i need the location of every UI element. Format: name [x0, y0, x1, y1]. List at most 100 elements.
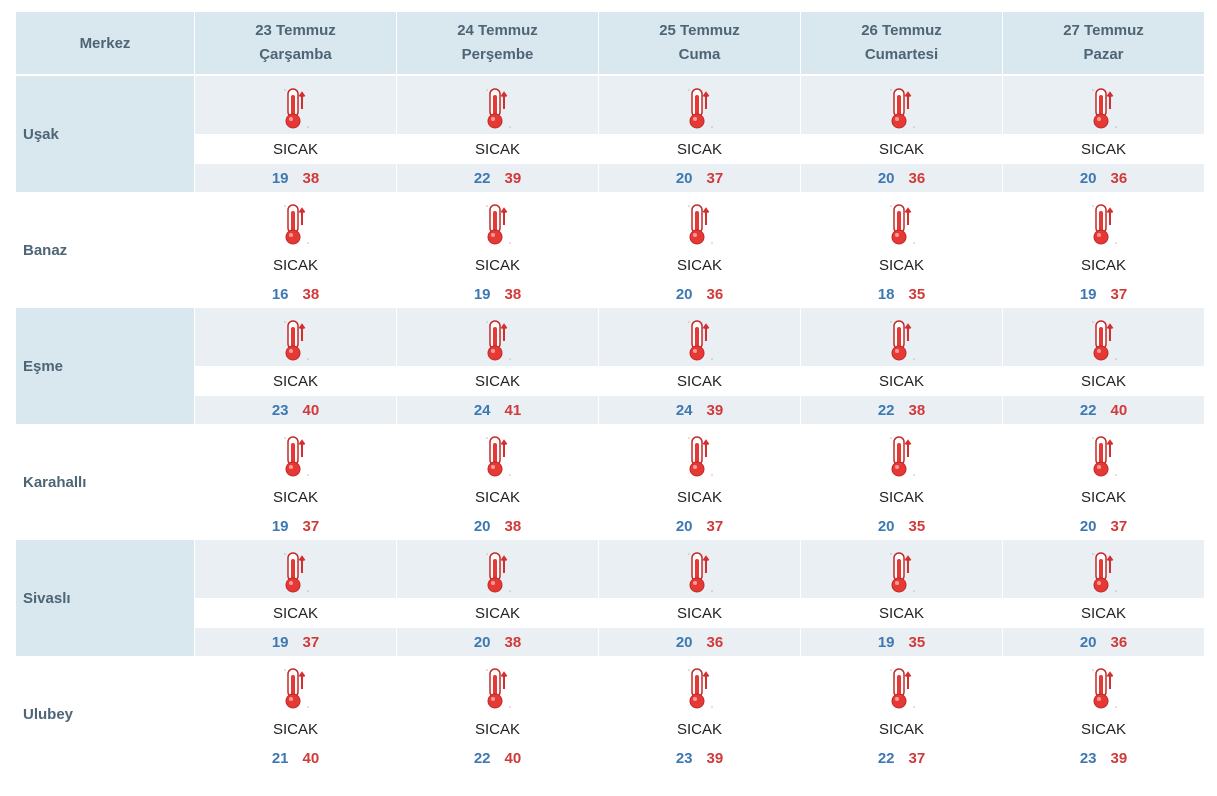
thermometer-hot-icon [283, 320, 309, 361]
min-temperature: 24 [473, 401, 491, 419]
condition-text: SICAK [195, 250, 397, 280]
condition-text: SICAK [801, 366, 1003, 396]
weather-icon-cell [195, 308, 397, 366]
header-gap [16, 74, 1204, 76]
icon-row: Sivaslı [16, 540, 1204, 656]
temperature-cell: 23 40 [195, 396, 397, 424]
condition-row: SICAK SICAK SICAK SICAK SICAK [16, 366, 1204, 396]
weather-icon-cell [1003, 76, 1204, 134]
location-group: Sivaslı SICAK SICAK SICAK SICAK SICAK 19 37 20 38… [16, 540, 1204, 656]
thermometer-hot-icon [889, 320, 915, 361]
temperature-cell: 19 37 [1003, 280, 1204, 308]
max-temperature: 35 [908, 633, 926, 651]
condition-text: SICAK [397, 250, 599, 280]
thermometer-hot-icon [1091, 668, 1117, 709]
weather-icon-cell [1003, 192, 1204, 250]
temperature-cell: 19 35 [801, 628, 1003, 656]
weather-icon-cell [599, 424, 801, 482]
max-temperature: 35 [908, 285, 926, 303]
min-temperature: 22 [473, 749, 491, 767]
condition-row: SICAK SICAK SICAK SICAK SICAK [16, 250, 1204, 280]
temperature-cell: 20 36 [599, 280, 801, 308]
max-temperature: 38 [302, 169, 320, 187]
temperature-cell: 22 39 [397, 164, 599, 192]
max-temperature: 39 [1110, 749, 1128, 767]
weather-icon-cell [397, 76, 599, 134]
min-temperature: 20 [473, 517, 491, 535]
max-temperature: 40 [1110, 401, 1128, 419]
temperature-cell: 19 37 [195, 628, 397, 656]
condition-text: SICAK [195, 366, 397, 396]
weather-icon-cell [1003, 656, 1204, 714]
thermometer-hot-icon [889, 552, 915, 593]
min-temperature: 20 [675, 633, 693, 651]
day-date: 26 Temmuz [861, 22, 942, 39]
weather-icon-cell [801, 76, 1003, 134]
day-weekday: Cuma [678, 46, 721, 63]
max-temperature: 37 [1110, 285, 1128, 303]
max-temperature: 37 [706, 517, 724, 535]
weather-icon-cell [599, 308, 801, 366]
temperature-cell: 20 38 [397, 512, 599, 540]
max-temperature: 40 [302, 401, 320, 419]
condition-text: SICAK [599, 134, 801, 164]
min-temperature: 23 [1079, 749, 1097, 767]
min-temperature: 20 [1079, 517, 1097, 535]
condition-text: SICAK [397, 714, 599, 744]
max-temperature: 38 [908, 401, 926, 419]
spacer [16, 74, 1204, 76]
weather-icon-cell [599, 192, 801, 250]
weather-icon-cell [1003, 540, 1204, 598]
condition-row: SICAK SICAK SICAK SICAK SICAK [16, 714, 1204, 744]
day-date: 25 Temmuz [659, 22, 740, 39]
location-group: Uşak SICAK SICAK SICAK SICAK SICAK 19 38 22 39 20 3… [16, 76, 1204, 192]
condition-text: SICAK [599, 366, 801, 396]
weather-icon-cell [397, 424, 599, 482]
location-name: Banaz [16, 192, 195, 308]
condition-row: SICAK SICAK SICAK SICAK SICAK [16, 482, 1204, 512]
temperature-cell: 20 36 [801, 164, 1003, 192]
icon-row: Uşak [16, 76, 1204, 192]
min-temperature: 19 [1079, 285, 1097, 303]
condition-text: SICAK [599, 482, 801, 512]
weather-icon-cell [397, 540, 599, 598]
min-temperature: 20 [877, 169, 895, 187]
condition-text: SICAK [801, 482, 1003, 512]
thermometer-hot-icon [687, 552, 713, 593]
day-weekday: Çarşamba [259, 46, 332, 63]
thermometer-hot-icon [283, 88, 309, 129]
weather-icon-cell [801, 192, 1003, 250]
min-temperature: 19 [473, 285, 491, 303]
condition-text: SICAK [1003, 714, 1204, 744]
location-group: Ulubey SICAK SICAK SICAK SICAK SICAK 21 40 22 40 2… [16, 656, 1204, 772]
column-header-day-1: 23 Temmuz Çarşamba [195, 12, 397, 74]
max-temperature: 39 [504, 169, 522, 187]
condition-text: SICAK [397, 134, 599, 164]
thermometer-hot-icon [283, 552, 309, 593]
temperature-cell: 20 38 [397, 628, 599, 656]
max-temperature: 40 [302, 749, 320, 767]
min-temperature: 20 [675, 169, 693, 187]
min-temperature: 16 [271, 285, 289, 303]
condition-text: SICAK [599, 598, 801, 628]
max-temperature: 37 [302, 633, 320, 651]
max-temperature: 40 [504, 749, 522, 767]
temperature-cell: 22 37 [801, 744, 1003, 772]
min-temperature: 23 [271, 401, 289, 419]
thermometer-hot-icon [1091, 436, 1117, 477]
weather-icon-cell [801, 308, 1003, 366]
temperature-cell: 22 40 [397, 744, 599, 772]
location-group: Karahallı SICAK SICAK SICAK SICAK SICAK 19 37 20… [16, 424, 1204, 540]
thermometer-hot-icon [485, 436, 511, 477]
thermometer-hot-icon [485, 320, 511, 361]
min-temperature: 20 [1079, 169, 1097, 187]
weather-icon-cell [1003, 424, 1204, 482]
weather-icon-cell [397, 656, 599, 714]
forecast-table: Merkez 23 Temmuz Çarşamba 24 Temmuz Perş… [16, 12, 1204, 772]
column-header-day-3: 25 Temmuz Cuma [599, 12, 801, 74]
condition-text: SICAK [195, 714, 397, 744]
thermometer-hot-icon [485, 552, 511, 593]
icon-row: Banaz [16, 192, 1204, 308]
location-group: Eşme SICAK SICAK SICAK SICAK SICAK 23 40 24 41 24 3… [16, 308, 1204, 424]
temperature-cell: 21 40 [195, 744, 397, 772]
